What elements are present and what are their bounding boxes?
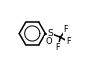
Text: F: F: [66, 37, 71, 46]
Text: F: F: [55, 43, 60, 52]
Text: O: O: [45, 37, 52, 46]
Text: S: S: [48, 29, 54, 38]
Text: F: F: [63, 25, 68, 34]
